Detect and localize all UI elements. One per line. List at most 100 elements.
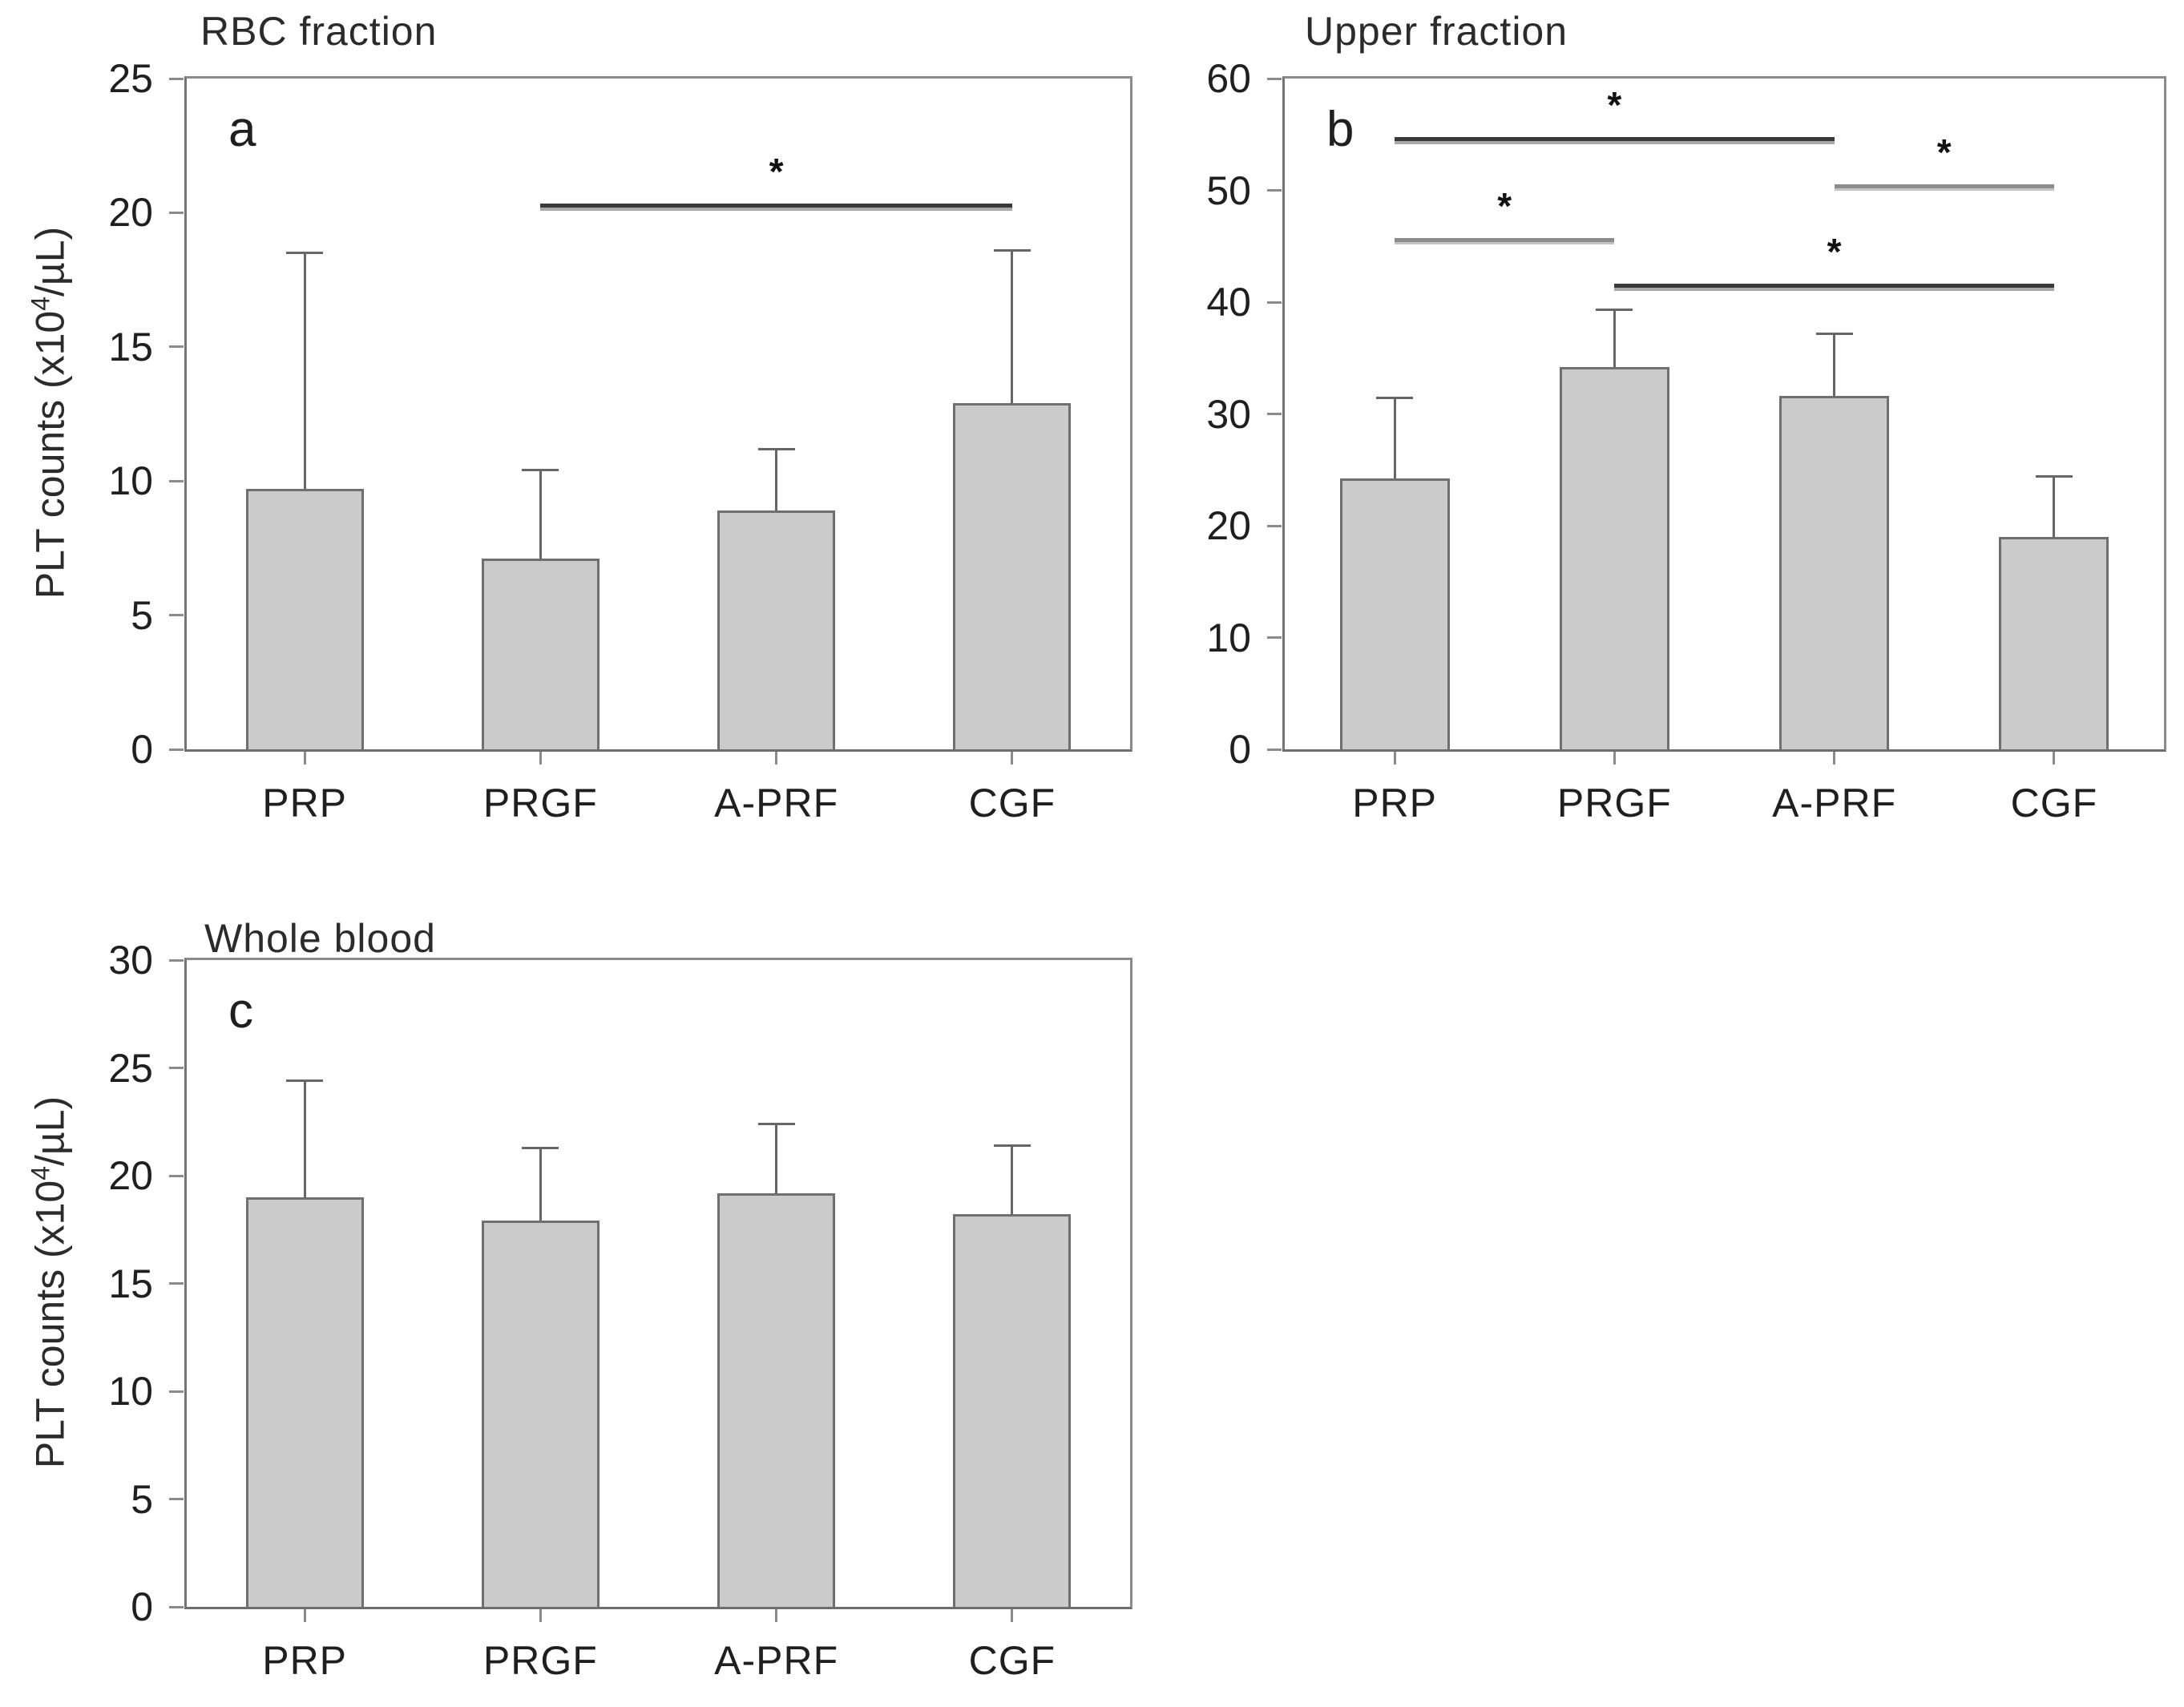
x-tick: [303, 752, 306, 765]
y-axis-label-superscript: 4: [26, 296, 55, 311]
error-bar: [775, 1124, 778, 1193]
y-tick: [1267, 77, 1282, 80]
y-tick: [169, 1174, 184, 1177]
bar-cgf: [953, 1214, 1072, 1607]
y-tick-label: 0: [131, 727, 153, 772]
y-tick-label: 20: [108, 190, 153, 236]
x-tick: [303, 1609, 306, 1622]
y-tick-label: 10: [1206, 615, 1251, 660]
error-bar: [303, 252, 306, 490]
x-category-label: PRP: [262, 1638, 348, 1683]
significance-star: *: [1827, 230, 1842, 272]
panel-letter: a: [228, 102, 256, 157]
bar-a-prf: [717, 510, 836, 749]
x-category-label: CGF: [968, 781, 1056, 825]
y-tick-label: 30: [108, 938, 153, 983]
y-axis-label-unit: /µL): [27, 226, 73, 297]
bar-prp: [1339, 478, 1450, 749]
y-tick: [1267, 189, 1282, 192]
error-bar: [2053, 476, 2056, 537]
y-tick: [169, 479, 184, 482]
x-tick: [1833, 752, 1836, 765]
bar-prgf: [481, 1221, 599, 1607]
significance-star: *: [1607, 84, 1622, 127]
y-tick-label: 5: [131, 592, 153, 638]
panel-whole-blood: Whole blood PLT counts (x104/µL) c 0 5 10 1…: [0, 882, 1138, 1707]
x-category-label: A-PRF: [714, 1638, 839, 1683]
panel-rbc-fraction: RBC fraction PLT counts (x104/µL) a 0 5 10…: [0, 0, 1138, 882]
significance-star: *: [1936, 131, 1952, 173]
plot-area: a 0 5 10 15 20 25 PRP PRGF A-PRF CGF *: [108, 59, 1132, 825]
error-bar-cap: [757, 1122, 795, 1125]
x-tick: [1011, 752, 1014, 765]
y-tick: [1267, 301, 1282, 304]
x-tick: [539, 1609, 542, 1622]
bar-a-prf: [1779, 396, 1890, 749]
significance-line: [1834, 184, 2054, 188]
error-bar-cap: [2035, 475, 2073, 478]
x-tick: [2053, 752, 2056, 765]
y-tick-label: 20: [1206, 503, 1251, 548]
panel-title: RBC fraction: [200, 9, 438, 54]
y-tick: [169, 1067, 184, 1069]
plot-area: c 0 5 10 15 20 25 30 PRP PRGF A-PRF CGF: [108, 940, 1132, 1683]
y-tick-label: 0: [131, 1584, 153, 1629]
bar-prgf: [481, 559, 599, 749]
x-category-label: PRGF: [482, 1638, 598, 1683]
error-bar-cap: [993, 248, 1031, 252]
x-category-label: CGF: [2010, 781, 2098, 825]
y-axis-label: PLT counts (x104/µL): [26, 227, 74, 599]
x-category-label: PRP: [1352, 781, 1438, 825]
panel-letter: c: [228, 983, 253, 1039]
x-category-label: A-PRF: [1772, 781, 1897, 825]
y-tick-label: 25: [108, 1045, 153, 1091]
bar-prp: [245, 489, 364, 749]
x-category-label: A-PRF: [714, 781, 839, 825]
error-bar-cap: [286, 252, 324, 255]
y-tick: [169, 77, 184, 80]
x-tick: [1393, 752, 1396, 765]
y-tick-label: 10: [108, 458, 153, 504]
significance-line: [540, 203, 1012, 208]
error-bar-cap: [522, 469, 559, 472]
y-tick: [169, 958, 184, 962]
y-axis-label-text: PLT counts (x10: [27, 1180, 73, 1469]
y-tick: [169, 345, 184, 349]
error-bar-cap: [1596, 309, 1633, 312]
bar-a-prf: [717, 1192, 836, 1607]
panel-letter: b: [1326, 102, 1354, 157]
significance-line: [1614, 283, 2054, 288]
x-tick: [1613, 752, 1616, 765]
y-tick: [169, 614, 184, 617]
bar-prgf: [1559, 366, 1669, 749]
y-tick: [169, 1390, 184, 1393]
error-bar: [539, 1148, 542, 1221]
panel-title: Whole blood: [204, 916, 436, 961]
y-tick-label: 60: [1206, 56, 1251, 101]
y-tick-label: 25: [108, 56, 153, 101]
y-tick-label: 5: [131, 1476, 153, 1522]
x-tick: [775, 1609, 778, 1622]
x-tick: [539, 752, 542, 765]
significance-line: [1395, 237, 1615, 242]
error-bar-cap: [522, 1146, 559, 1149]
error-bar: [1011, 250, 1014, 404]
error-bar-cap: [993, 1144, 1031, 1147]
error-bar: [1393, 397, 1396, 479]
error-bar: [1011, 1145, 1014, 1215]
bar-cgf: [1999, 536, 2109, 749]
y-tick: [169, 211, 184, 214]
y-tick-label: 15: [108, 324, 153, 369]
x-category-label: PRP: [262, 781, 348, 825]
x-tick: [775, 752, 778, 765]
y-tick: [1267, 636, 1282, 639]
panel-title: Upper fraction: [1305, 9, 1568, 54]
y-tick: [1267, 413, 1282, 415]
error-bar: [539, 470, 542, 559]
error-bar-cap: [286, 1079, 324, 1083]
y-tick: [169, 1605, 184, 1608]
error-bar: [1613, 309, 1616, 367]
error-bar: [1833, 333, 1836, 397]
y-tick: [1267, 748, 1282, 751]
x-category-label: PRGF: [1556, 781, 1672, 825]
